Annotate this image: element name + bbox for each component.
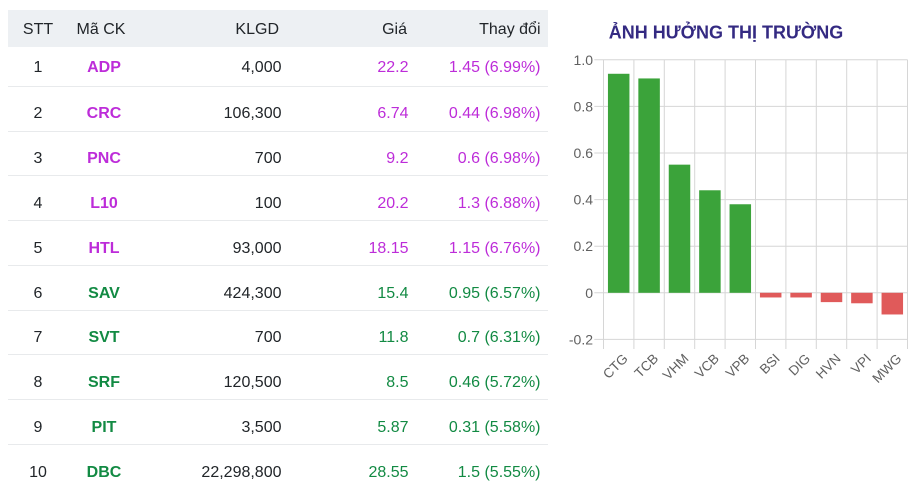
svg-text:MWG: MWG [869,351,904,386]
svg-text:VCB: VCB [692,351,722,381]
svg-text:1.0: 1.0 [574,52,594,68]
svg-text:CTG: CTG [600,351,631,382]
svg-text:DIG: DIG [786,351,814,379]
svg-text:HVN: HVN [813,351,844,382]
svg-text:BSI: BSI [757,351,783,377]
svg-text:-0.2: -0.2 [569,331,593,347]
svg-text:0.6: 0.6 [574,145,594,161]
svg-text:VPI: VPI [848,351,874,377]
svg-text:0.2: 0.2 [574,238,594,254]
svg-text:0.8: 0.8 [574,98,594,114]
svg-text:0: 0 [585,285,593,301]
svg-text:0.4: 0.4 [574,192,594,208]
svg-text:VPB: VPB [723,351,753,381]
svg-text:ẢNH HƯỞNG THỊ TRƯỜNG: ẢNH HƯỞNG THỊ TRƯỜNG [609,22,844,43]
svg-text:TCB: TCB [632,351,662,381]
svg-text:VHM: VHM [660,351,692,383]
